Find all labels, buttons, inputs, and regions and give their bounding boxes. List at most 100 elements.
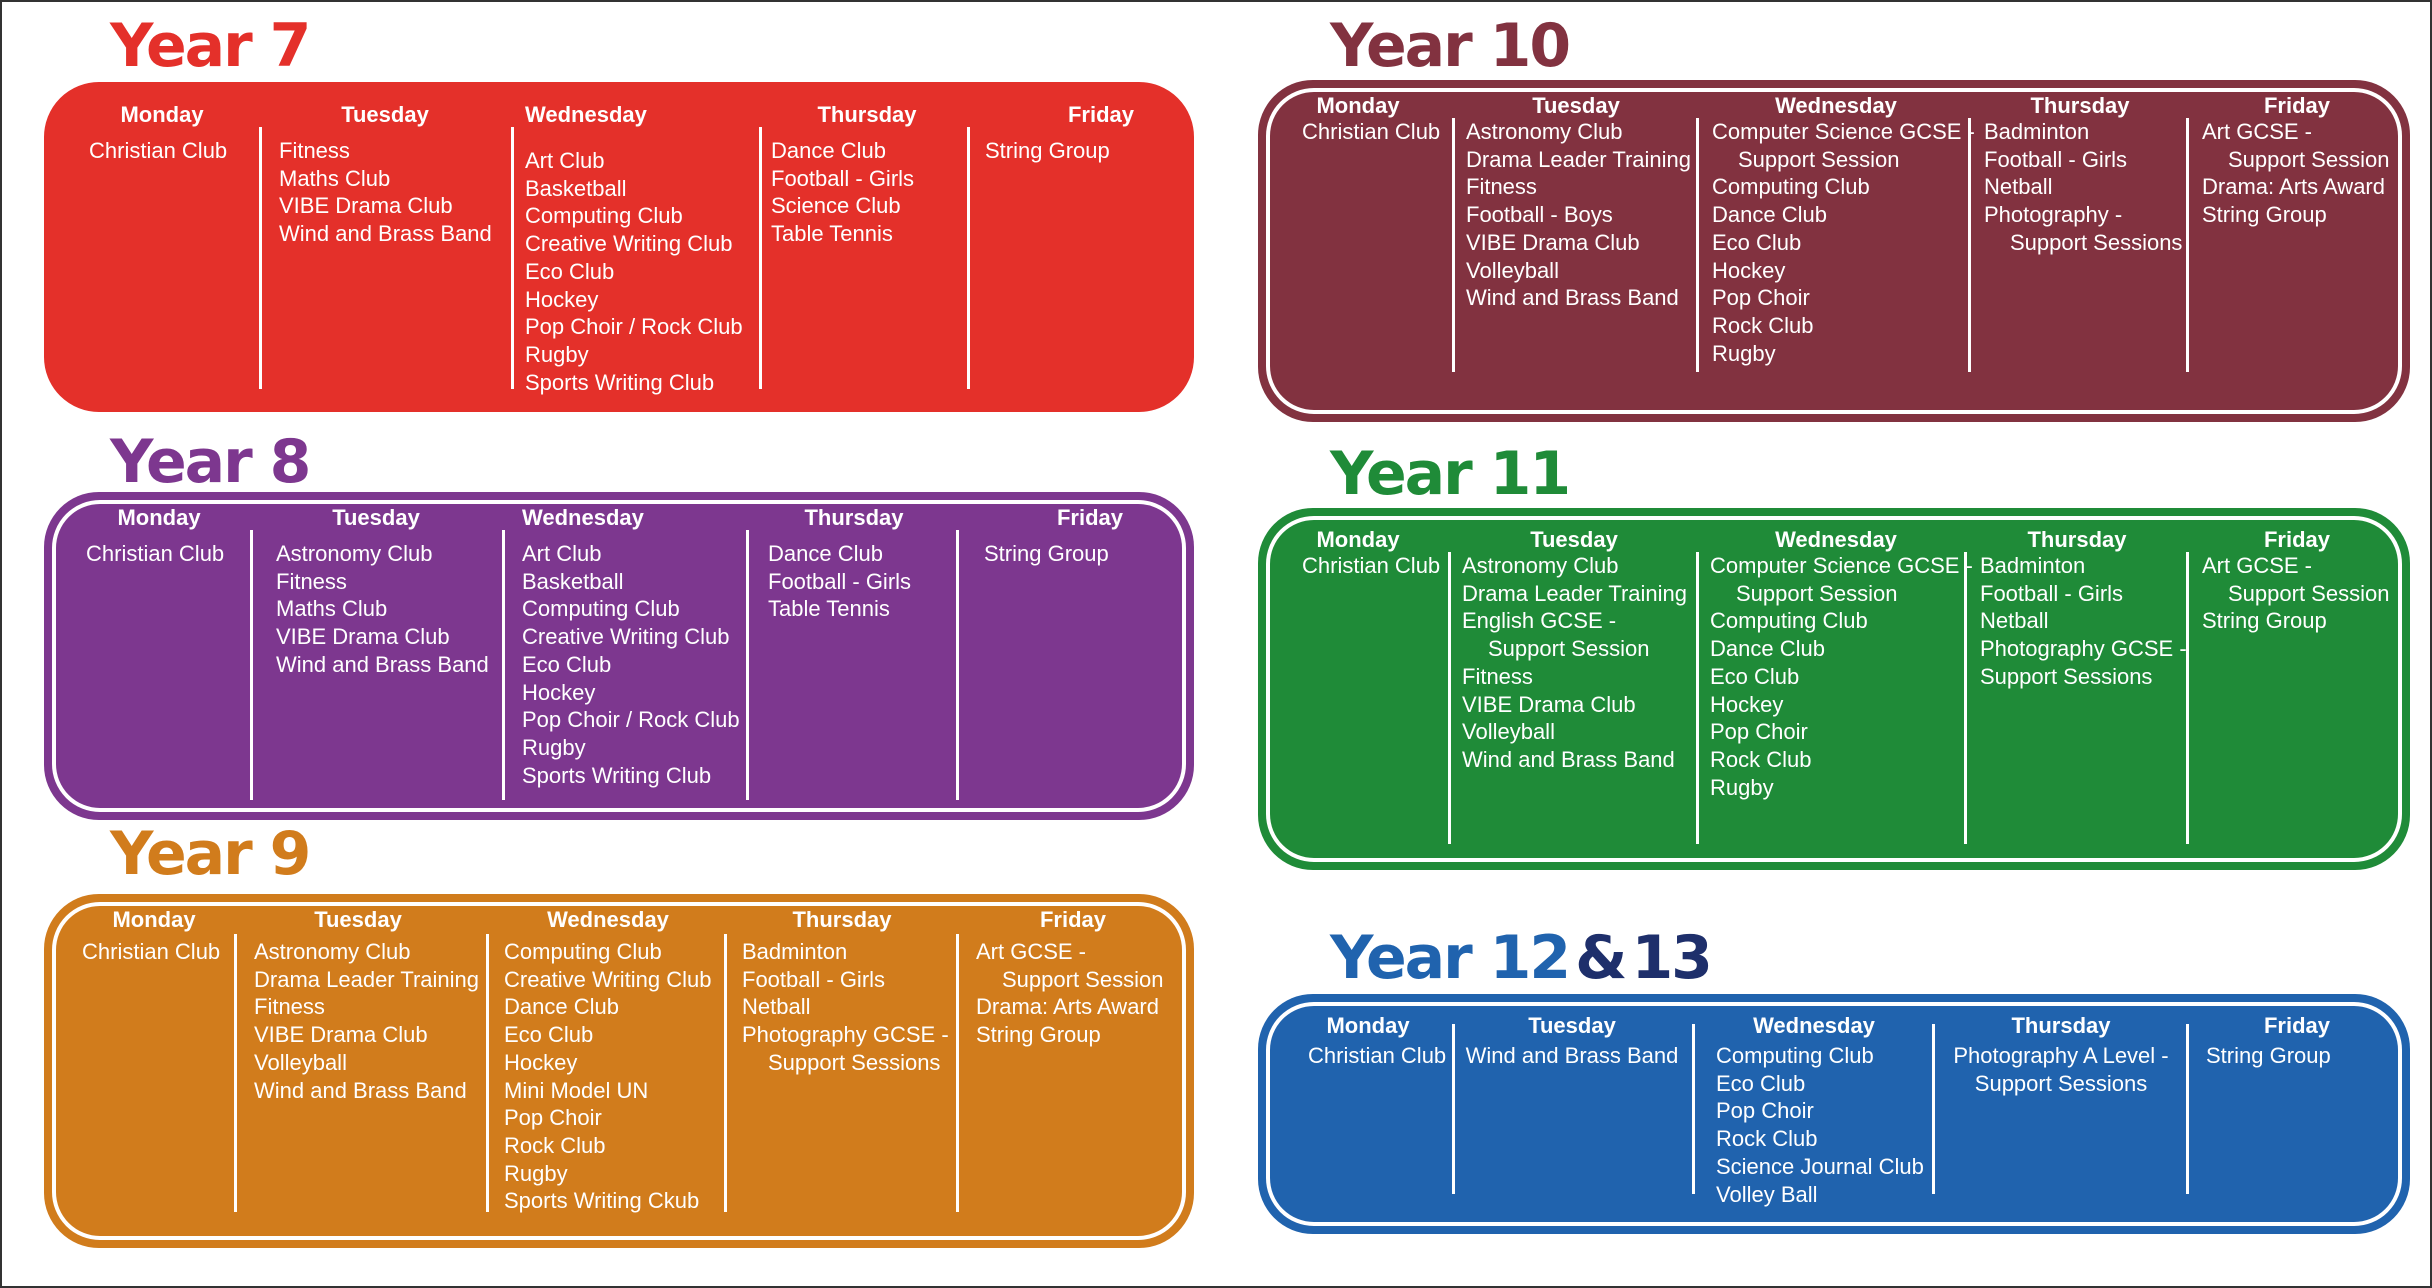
- year-7-thursday-column: Thursday Dance Club Football - Girls Sci…: [763, 85, 971, 409]
- club-item: Netball: [742, 994, 811, 1020]
- year-9-thursday-clubs: Badminton Football - Girls Netball Photo…: [742, 938, 956, 1077]
- club-item: Christian Club: [89, 138, 228, 163]
- club-item: Photography A Level -: [1953, 1043, 2169, 1068]
- day-heading-wednesday: Wednesday: [525, 102, 647, 127]
- club-item: Dance Club: [1710, 636, 1825, 662]
- day-heading-thursday: Thursday: [804, 505, 904, 530]
- club-item: Support Sessions: [1974, 1070, 2148, 1096]
- club-item: Basketball: [522, 568, 624, 594]
- club-item: String Group: [2202, 202, 2327, 228]
- club-item: Science Club: [771, 193, 901, 219]
- day-heading-monday: Monday: [120, 102, 204, 127]
- year-11-tuesday-column: Tuesday Astronomy Club Drama Leader Trai…: [1452, 508, 1696, 870]
- year-12-13-panel: Year 12 & 13 Monday Christian Club Tuesday…: [1258, 926, 2410, 1234]
- club-item: Creative Writing Club: [504, 966, 712, 992]
- club-item: Fitness: [1466, 174, 1537, 200]
- year-7-tuesday-clubs: Fitness Maths Club VIBE Drama Club Wind …: [279, 137, 507, 248]
- day-heading-wednesday: Wednesday: [522, 505, 644, 530]
- day-heading-monday: Monday: [112, 907, 196, 932]
- year-11-thursday-column: Thursday Badminton Football - Girls Netb…: [1968, 508, 2187, 870]
- club-item: Pop Choir: [504, 1105, 602, 1131]
- club-item: Maths Club: [276, 596, 388, 622]
- year-10-friday-clubs: Art GCSE - Support Session Drama: Arts A…: [2202, 118, 2404, 229]
- club-item: Computing Club: [1710, 608, 1868, 634]
- club-item: Volleyball: [254, 1049, 347, 1075]
- club-item: Football - Girls: [1984, 146, 2128, 172]
- year-12-13-title: Year 12 & 13: [1330, 923, 1713, 993]
- club-item: Volley Ball: [1716, 1181, 1818, 1207]
- card-inner-border: [52, 902, 1186, 1240]
- year-12-title-text: Year 12: [1330, 923, 1571, 993]
- club-item: Christian Club: [86, 541, 225, 566]
- column-divider: [1968, 118, 1971, 372]
- club-item: Hockey: [1712, 257, 1786, 283]
- year-8-wednesday-column: Wednesday Art Club Basketball Computing …: [506, 492, 750, 820]
- club-item: Eco Club: [522, 651, 612, 677]
- day-heading-friday: Friday: [1056, 505, 1124, 530]
- club-item: Wind and Brass Band: [1465, 1043, 1679, 1068]
- year-9-tuesday-clubs: Astronomy Club Drama Leader Training Fit…: [254, 938, 479, 1104]
- club-item: Art Club: [525, 148, 605, 173]
- card-inner-border: [52, 500, 1186, 812]
- club-item: Volleyball: [1466, 257, 1559, 283]
- year-8-wednesday-clubs: Art Club Basketball Computing Club Creat…: [522, 540, 750, 789]
- club-item: Computing Club: [522, 596, 680, 622]
- club-item: Support Sessions: [768, 1049, 941, 1075]
- club-item: Fitness: [276, 568, 347, 594]
- card-inner-border: [1266, 516, 2402, 862]
- year-11-thursday-clubs: Badminton Football - Girls Netball Photo…: [1980, 552, 2187, 691]
- day-heading-wednesday: Wednesday: [1775, 527, 1897, 552]
- club-item: Support Session: [1488, 636, 1650, 662]
- club-item: Computing Club: [504, 939, 662, 964]
- column-divider: [511, 127, 514, 389]
- club-item: Hockey: [1710, 691, 1784, 717]
- year-8-thursday-clubs: Dance Club Football - Girls Table Tennis: [768, 540, 958, 623]
- club-item: Art GCSE -: [976, 939, 1087, 964]
- column-divider: [1696, 118, 1699, 372]
- column-divider: [956, 530, 959, 800]
- title-ampersand: &: [1575, 923, 1627, 993]
- year-9-tuesday-column: Tuesday Astronomy Club Drama Leader Trai…: [238, 894, 479, 1248]
- year-10-friday-column: Friday Art GCSE - Support Session Drama:…: [2190, 80, 2404, 422]
- club-item: VIBE Drama Club: [276, 624, 450, 650]
- club-item: Fitness: [279, 138, 350, 163]
- year-10-thursday-column: Thursday Badminton Football - Girls Netb…: [1972, 80, 2188, 422]
- club-item: Creative Writing Club: [522, 624, 730, 650]
- club-item: Hockey: [504, 1049, 578, 1075]
- year-11-panel: Year 11 Monday Christian Club Tuesday As…: [1258, 442, 2410, 870]
- year-8-friday-clubs: String Group: [984, 540, 1180, 568]
- year-10-panel: Year 10 Monday Christian Club Tuesday As…: [1258, 14, 2410, 422]
- club-item: Art GCSE -: [2202, 553, 2313, 578]
- club-item: Badminton: [1984, 119, 2090, 144]
- club-item: VIBE Drama Club: [1462, 691, 1636, 717]
- year-12-13-card: Monday Christian Club Tuesday Wind and B…: [1258, 994, 2410, 1234]
- year-7-friday-column: Friday String Group: [971, 85, 1191, 409]
- club-item: Creative Writing Club: [525, 231, 733, 257]
- year-12-monday-clubs: Christian Club: [1308, 1042, 1448, 1070]
- year-8-monday-clubs: Christian Club: [86, 540, 244, 568]
- column-divider: [250, 530, 253, 800]
- column-divider: [2186, 552, 2189, 844]
- club-item: Sports Writing Club: [522, 762, 712, 788]
- year-11-monday-column: Monday Christian Club: [1258, 508, 1448, 870]
- year-12-monday-column: Monday Christian Club: [1258, 994, 1448, 1234]
- column-divider: [746, 530, 749, 800]
- club-item: String Group: [985, 138, 1110, 163]
- club-item: Badminton: [1980, 553, 2086, 578]
- club-item: Christian Club: [1308, 1043, 1447, 1068]
- club-item: Christian Club: [1302, 119, 1441, 144]
- club-item: Hockey: [522, 679, 596, 705]
- club-item: Drama: Arts Award: [2202, 174, 2385, 200]
- year-10-wednesday-clubs: Computer Science GCSE - Support Session …: [1712, 118, 1975, 367]
- year-8-card: Monday Christian Club Tuesday Astronomy …: [44, 492, 1194, 820]
- day-heading-tuesday: Tuesday: [332, 505, 420, 530]
- club-item: Football - Girls: [1980, 580, 2124, 606]
- club-item: Pop Choir / Rock Club: [525, 314, 743, 340]
- club-item: Netball: [1984, 174, 2053, 200]
- club-item: Sports Writing Club: [525, 369, 715, 395]
- year-10-card: Monday Christian Club Tuesday Astronomy …: [1258, 80, 2410, 422]
- club-item: Art GCSE -: [2202, 119, 2313, 144]
- club-item: Computer Science GCSE -: [1710, 553, 1973, 578]
- club-item: Rock Club: [1712, 312, 1814, 338]
- day-heading-wednesday: Wednesday: [1753, 1013, 1875, 1038]
